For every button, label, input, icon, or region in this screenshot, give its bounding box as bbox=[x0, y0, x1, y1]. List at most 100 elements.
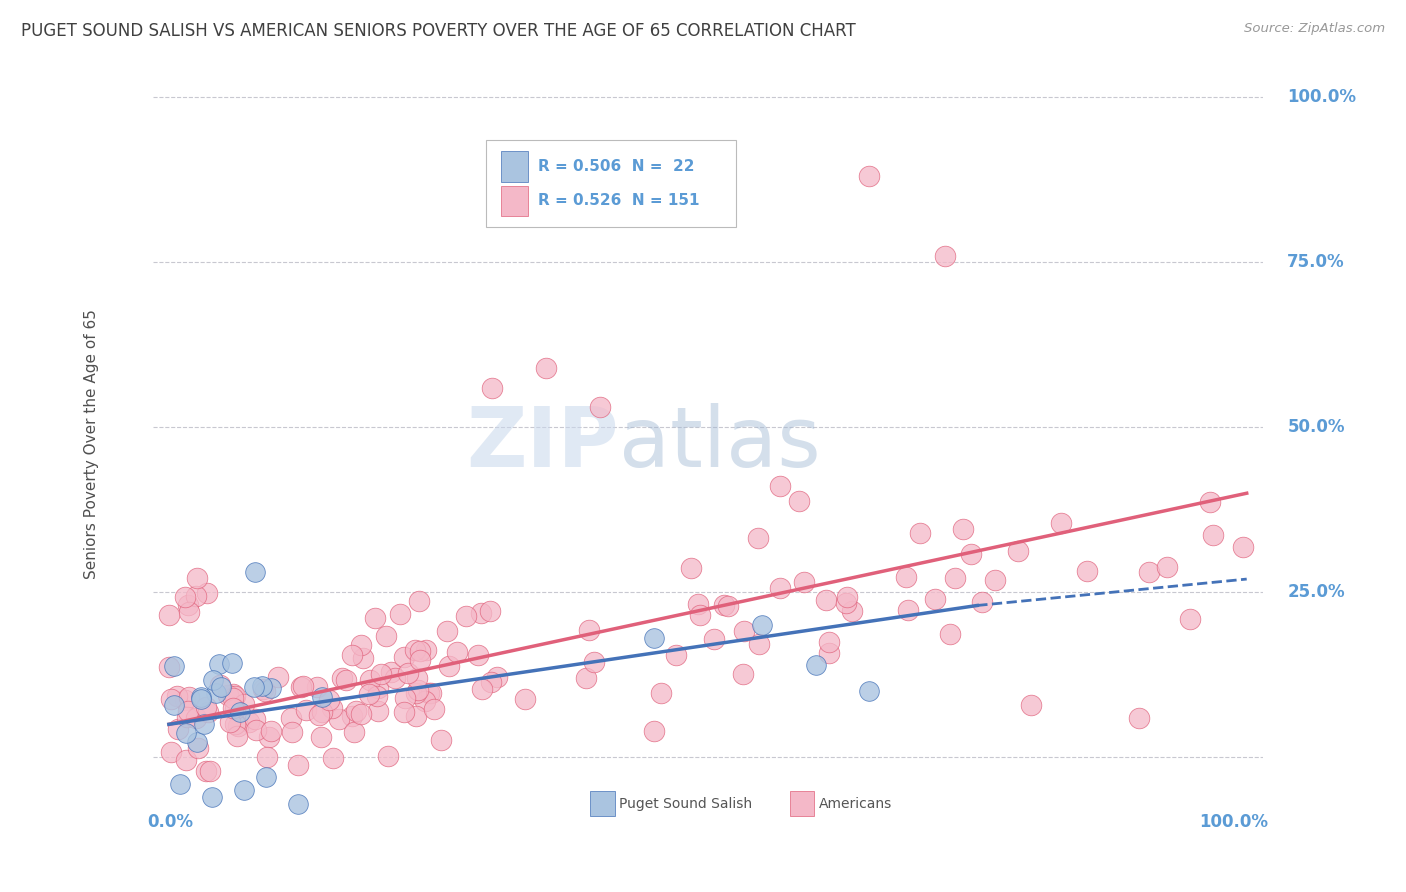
Point bbox=[157, 659, 180, 673]
Point bbox=[321, 701, 343, 715]
Point bbox=[224, 716, 246, 731]
Point bbox=[290, 680, 312, 694]
Point bbox=[287, 757, 309, 772]
Point bbox=[209, 678, 232, 692]
Point bbox=[250, 679, 273, 693]
Text: Americans: Americans bbox=[818, 797, 891, 811]
Text: ZIP: ZIP bbox=[467, 403, 619, 484]
Point bbox=[177, 704, 200, 718]
Point bbox=[204, 685, 226, 699]
Point bbox=[256, 750, 278, 764]
Point bbox=[176, 598, 198, 612]
Point bbox=[689, 607, 711, 622]
Point bbox=[415, 642, 437, 657]
Point bbox=[787, 493, 810, 508]
Point bbox=[340, 648, 363, 662]
Point bbox=[470, 606, 492, 620]
Point bbox=[818, 634, 841, 648]
Point bbox=[221, 701, 243, 715]
Point bbox=[405, 671, 427, 685]
Text: 50.0%: 50.0% bbox=[1288, 418, 1344, 436]
Point bbox=[481, 381, 503, 395]
Point bbox=[328, 711, 350, 725]
Point bbox=[479, 674, 502, 689]
Point bbox=[174, 590, 197, 604]
Point bbox=[384, 671, 406, 685]
Point bbox=[485, 670, 508, 684]
Point bbox=[179, 690, 201, 704]
Point bbox=[160, 691, 183, 706]
Point bbox=[1198, 495, 1220, 509]
Point bbox=[841, 604, 863, 618]
Point bbox=[295, 703, 318, 717]
Point bbox=[287, 797, 309, 811]
Point bbox=[160, 745, 183, 759]
Point bbox=[388, 607, 411, 621]
Text: R = 0.526  N = 151: R = 0.526 N = 151 bbox=[538, 194, 699, 208]
Point bbox=[162, 659, 184, 673]
Point bbox=[679, 560, 702, 574]
Point bbox=[793, 574, 815, 589]
Text: Seniors Poverty Over the Age of 65: Seniors Poverty Over the Age of 65 bbox=[84, 309, 100, 579]
Point bbox=[190, 690, 212, 704]
Point bbox=[814, 593, 837, 607]
Text: 25.0%: 25.0% bbox=[1288, 583, 1346, 601]
Point bbox=[357, 687, 380, 701]
Point bbox=[370, 667, 392, 681]
Point bbox=[201, 673, 224, 687]
Point bbox=[252, 681, 274, 696]
Point bbox=[330, 671, 353, 685]
Point bbox=[366, 689, 388, 703]
Point bbox=[193, 717, 215, 731]
Point bbox=[478, 604, 501, 618]
Point bbox=[340, 709, 363, 723]
Text: R = 0.506  N =  22: R = 0.506 N = 22 bbox=[538, 159, 695, 174]
Point bbox=[308, 707, 330, 722]
Point bbox=[396, 665, 419, 680]
FancyBboxPatch shape bbox=[486, 140, 735, 227]
Point bbox=[245, 723, 267, 737]
Point bbox=[534, 360, 557, 375]
Point bbox=[1128, 711, 1150, 725]
Point bbox=[350, 707, 373, 722]
Point bbox=[226, 719, 249, 733]
Point bbox=[408, 594, 430, 608]
Point bbox=[238, 714, 260, 729]
Point bbox=[217, 688, 239, 702]
Point bbox=[254, 684, 277, 698]
Point bbox=[380, 665, 402, 679]
Point bbox=[367, 704, 389, 718]
Point bbox=[176, 710, 198, 724]
Point bbox=[924, 592, 946, 607]
Point bbox=[747, 531, 769, 545]
Point bbox=[243, 566, 266, 580]
Point bbox=[201, 789, 224, 804]
Point bbox=[259, 730, 281, 744]
Point bbox=[467, 648, 489, 662]
Point bbox=[166, 689, 188, 703]
Point bbox=[186, 571, 208, 585]
Text: Source: ZipAtlas.com: Source: ZipAtlas.com bbox=[1244, 22, 1385, 36]
Point bbox=[169, 777, 191, 791]
Point bbox=[769, 581, 792, 595]
Point bbox=[377, 749, 399, 764]
Point bbox=[959, 547, 981, 561]
Point bbox=[456, 608, 478, 623]
Point bbox=[163, 698, 186, 713]
Point bbox=[281, 724, 304, 739]
Point bbox=[232, 698, 254, 712]
Point bbox=[186, 735, 208, 749]
Point bbox=[583, 655, 606, 669]
Text: PUGET SOUND SALISH VS AMERICAN SENIORS POVERTY OVER THE AGE OF 65 CORRELATION CH: PUGET SOUND SALISH VS AMERICAN SENIORS P… bbox=[21, 22, 856, 40]
Point bbox=[733, 624, 755, 639]
Point bbox=[934, 248, 956, 262]
Point bbox=[818, 646, 841, 660]
Point bbox=[751, 618, 773, 632]
Text: atlas: atlas bbox=[619, 403, 821, 484]
Point bbox=[309, 730, 332, 744]
FancyBboxPatch shape bbox=[502, 152, 529, 182]
Point bbox=[984, 573, 1007, 587]
Point bbox=[575, 671, 598, 685]
Text: 100.0%: 100.0% bbox=[1199, 814, 1268, 831]
Point bbox=[243, 712, 266, 726]
